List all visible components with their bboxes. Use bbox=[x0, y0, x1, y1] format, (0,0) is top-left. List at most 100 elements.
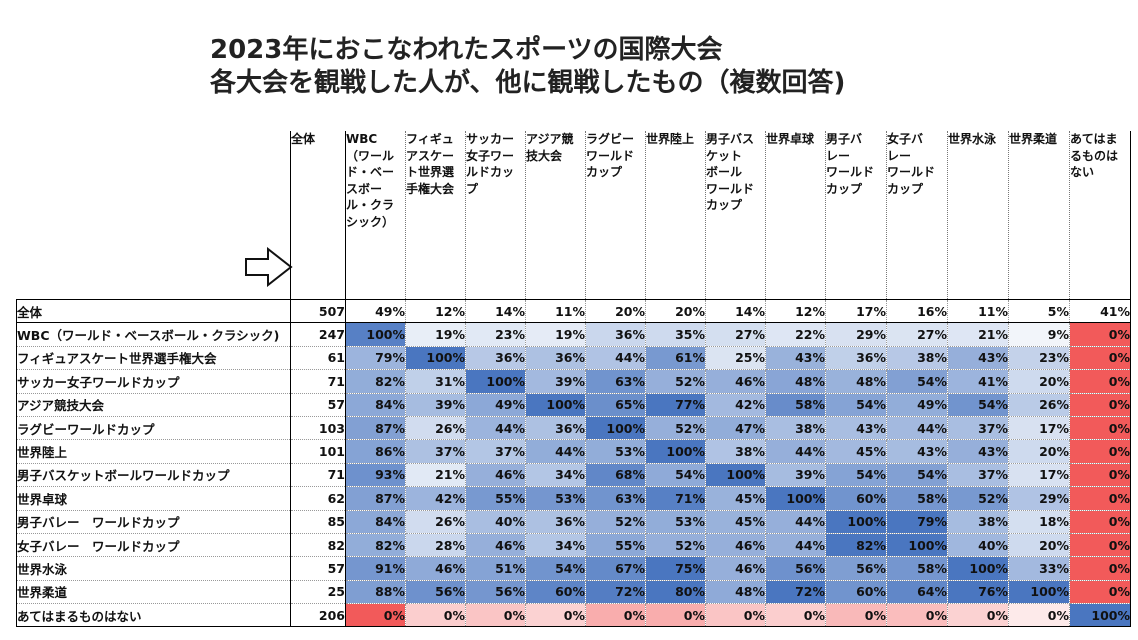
value-cell: 27% bbox=[886, 322, 948, 347]
column-header: 男子バス ケット ボール ワールド カップ bbox=[705, 131, 766, 300]
column-header: 世界陸上 bbox=[645, 131, 706, 300]
column-header-line: フィギュ bbox=[406, 132, 454, 146]
value-cell: 28% bbox=[405, 533, 466, 558]
value-cell: 100% bbox=[1069, 603, 1131, 628]
value-cell: 48% bbox=[765, 369, 826, 394]
value-cell: 54% bbox=[825, 393, 887, 417]
value-cell: 52% bbox=[645, 533, 706, 558]
row-label: 男子バスケットボールワールドカップ bbox=[16, 463, 291, 488]
value-cell: 36% bbox=[585, 322, 646, 347]
table-row: 世界卓球 62 87% 42% 55% 53% 63% 71% 45% 100% 60% 58% 52%… bbox=[16, 486, 1131, 511]
value-cell: 39% bbox=[525, 369, 586, 394]
table-row: 女子バレー ワールドカップ 82 82% 28% 46% 34% 55% 52% 46% 44% 8… bbox=[16, 533, 1131, 558]
value-cell: 100% bbox=[825, 510, 887, 534]
column-header-line: 男子バ bbox=[826, 132, 863, 146]
value-cell: 39% bbox=[405, 393, 466, 417]
row-label: 世界柔道 bbox=[16, 580, 291, 605]
value-cell: 0% bbox=[1069, 533, 1131, 558]
value-cell: 23% bbox=[465, 322, 526, 347]
value-cell: 56% bbox=[405, 580, 466, 605]
row-label: WBC（ワールド・ベースボール・クラシック) bbox=[16, 322, 291, 347]
value-cell: 84% bbox=[345, 393, 406, 417]
row-count: 206 bbox=[290, 603, 346, 628]
value-cell: 46% bbox=[465, 533, 526, 558]
value-cell: 41% bbox=[947, 369, 1009, 394]
column-header-line: 世界卓球 bbox=[766, 132, 815, 146]
value-cell: 25% bbox=[705, 346, 766, 371]
row-count: 71 bbox=[290, 463, 346, 488]
column-header-line: ラグビー bbox=[586, 132, 635, 146]
value-cell: 45% bbox=[705, 486, 766, 511]
row-count: 57 bbox=[290, 393, 346, 417]
value-cell: 52% bbox=[645, 416, 706, 441]
value-cell: 42% bbox=[705, 393, 766, 417]
value-cell: 72% bbox=[585, 580, 646, 605]
value-cell: 49% bbox=[886, 393, 948, 417]
value-cell: 0% bbox=[645, 603, 706, 628]
column-header-line: WBC bbox=[346, 132, 378, 146]
value-cell: 100% bbox=[947, 556, 1009, 581]
value-cell: 44% bbox=[585, 346, 646, 371]
value-cell: 58% bbox=[886, 556, 948, 581]
value-cell: 29% bbox=[825, 322, 887, 347]
column-header-line: 男子バス bbox=[706, 132, 755, 146]
column-header-line: アスケー bbox=[406, 148, 455, 163]
value-cell: 100% bbox=[525, 393, 586, 417]
value-cell: 53% bbox=[585, 439, 646, 464]
value-cell: 11% bbox=[525, 298, 586, 324]
row-count: 62 bbox=[290, 486, 346, 511]
value-cell: 27% bbox=[705, 322, 766, 347]
value-cell: 56% bbox=[465, 580, 526, 605]
value-cell: 0% bbox=[345, 603, 406, 628]
column-header-line: シック） bbox=[346, 214, 395, 229]
value-cell: 100% bbox=[765, 486, 826, 511]
value-cell: 53% bbox=[525, 486, 586, 511]
value-cell: 100% bbox=[645, 439, 706, 464]
row-label: アジア競技大会 bbox=[16, 393, 291, 417]
value-cell: 9% bbox=[1008, 322, 1070, 347]
value-cell: 43% bbox=[947, 439, 1009, 464]
value-cell: 87% bbox=[345, 486, 406, 511]
value-cell: 100% bbox=[465, 369, 526, 394]
value-cell: 46% bbox=[405, 556, 466, 581]
row-count: 82 bbox=[290, 533, 346, 558]
value-cell: 39% bbox=[765, 463, 826, 488]
value-cell: 82% bbox=[825, 533, 887, 558]
header-row: 全体 WBC （ワール ド・ベー スボー ル・クラ シック） フィギュ アスケー ト世界選 手権大… bbox=[16, 131, 1131, 300]
value-cell: 87% bbox=[345, 416, 406, 441]
value-cell: 80% bbox=[645, 580, 706, 605]
value-cell: 0% bbox=[1069, 439, 1131, 464]
column-header-line: ワールド bbox=[826, 165, 875, 179]
value-cell: 54% bbox=[947, 393, 1009, 417]
value-cell: 20% bbox=[1008, 533, 1070, 558]
value-cell: 79% bbox=[345, 346, 406, 371]
value-cell: 17% bbox=[825, 298, 887, 324]
value-cell: 64% bbox=[886, 580, 948, 605]
row-count: 101 bbox=[290, 439, 346, 464]
value-cell: 37% bbox=[947, 416, 1009, 441]
column-header-line: ボール bbox=[706, 165, 743, 179]
column-header: 世界卓球 bbox=[765, 131, 826, 300]
value-cell: 54% bbox=[825, 463, 887, 488]
value-cell: 20% bbox=[1008, 439, 1070, 464]
value-cell: 79% bbox=[886, 510, 948, 534]
column-header-line: カップ bbox=[706, 198, 743, 212]
title-line-2: 各大会を観戦した人が、他に観戦したもの（複数回答) bbox=[210, 68, 846, 98]
value-cell: 20% bbox=[1008, 369, 1070, 394]
table-row: 世界柔道 25 88% 56% 56% 60% 72% 80% 48% 72% 60% 64% 76% 1… bbox=[16, 580, 1131, 605]
column-header-line: 女子バ bbox=[887, 132, 924, 146]
value-cell: 60% bbox=[525, 580, 586, 605]
value-cell: 0% bbox=[1069, 580, 1131, 605]
value-cell: 46% bbox=[705, 556, 766, 581]
column-header-line: レー bbox=[887, 148, 912, 163]
row-count: 71 bbox=[290, 369, 346, 394]
row-label: 男子バレー ワールドカップ bbox=[16, 510, 291, 534]
value-cell: 44% bbox=[465, 416, 526, 441]
value-cell: 63% bbox=[585, 486, 646, 511]
value-cell: 93% bbox=[345, 463, 406, 488]
value-cell: 52% bbox=[585, 510, 646, 534]
value-cell: 68% bbox=[585, 463, 646, 488]
value-cell: 0% bbox=[1069, 416, 1131, 441]
row-count: 25 bbox=[290, 580, 346, 605]
column-header-total: 全体 bbox=[290, 131, 346, 300]
